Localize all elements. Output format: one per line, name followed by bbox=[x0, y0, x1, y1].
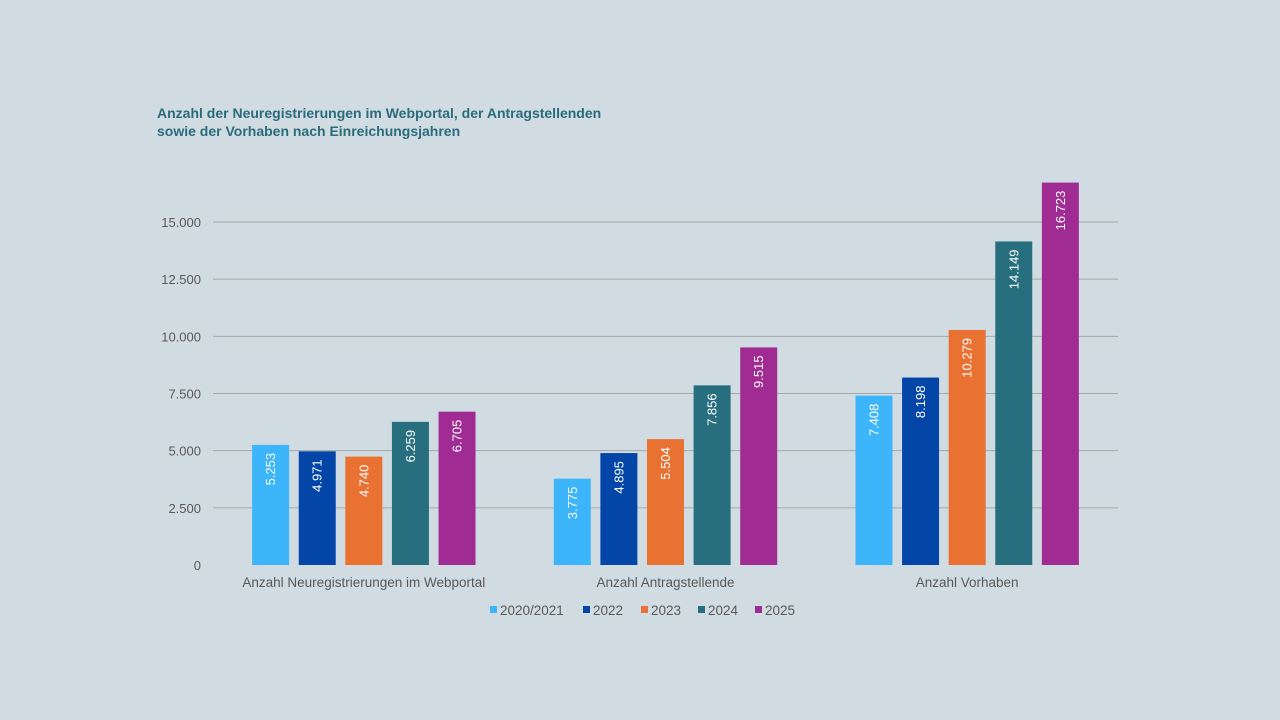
x-category-label: Anzahl Neuregistrierungen im Webportal bbox=[242, 575, 485, 590]
bar bbox=[252, 444, 290, 565]
y-tick-label: 10.000 bbox=[161, 329, 201, 344]
bar bbox=[948, 329, 986, 565]
bar bbox=[298, 451, 336, 565]
data-label: 6.259 bbox=[403, 430, 418, 463]
data-label: 7.856 bbox=[705, 393, 720, 426]
legend-label: 2022 bbox=[593, 603, 623, 618]
bar bbox=[902, 377, 940, 565]
data-label: 4.895 bbox=[611, 461, 626, 494]
data-label: 5.253 bbox=[263, 453, 278, 486]
data-label: 4.740 bbox=[356, 465, 371, 498]
chart-title-line-1: Anzahl der Neuregistrierungen im Webport… bbox=[157, 105, 602, 121]
legend-swatch bbox=[698, 606, 705, 613]
x-category-label: Anzahl Antragstellende bbox=[596, 575, 734, 590]
bar bbox=[345, 456, 383, 565]
bar bbox=[995, 241, 1033, 565]
y-tick-label: 5.000 bbox=[168, 444, 201, 459]
y-tick-label: 15.000 bbox=[161, 215, 201, 230]
y-tick-label: 7.500 bbox=[168, 387, 201, 402]
data-label: 6.705 bbox=[450, 420, 465, 453]
data-label: 7.408 bbox=[866, 404, 881, 437]
y-tick-label: 2.500 bbox=[168, 501, 201, 516]
legend-swatch bbox=[641, 606, 648, 613]
data-label: 4.971 bbox=[310, 459, 325, 492]
chart-title-line-2: sowie der Vorhaben nach Einreichungsjahr… bbox=[157, 123, 461, 139]
legend-label: 2020/2021 bbox=[500, 603, 564, 618]
bar bbox=[740, 347, 778, 565]
data-label: 3.775 bbox=[565, 487, 580, 520]
bar bbox=[600, 453, 638, 565]
bar bbox=[391, 421, 429, 565]
bar bbox=[693, 385, 731, 565]
legend-swatch bbox=[755, 606, 762, 613]
chart-title: Anzahl der Neuregistrierungen im Webport… bbox=[157, 104, 601, 140]
data-label: 10.279 bbox=[960, 338, 975, 378]
legend-label: 2025 bbox=[765, 603, 795, 618]
data-label: 16.723 bbox=[1053, 191, 1068, 231]
data-label: 9.515 bbox=[751, 355, 766, 388]
y-tick-label: 12.500 bbox=[161, 272, 201, 287]
bar bbox=[1041, 182, 1079, 565]
bar bbox=[855, 395, 893, 565]
legend-label: 2023 bbox=[651, 603, 681, 618]
data-label: 8.198 bbox=[913, 386, 928, 419]
legend-label: 2024 bbox=[708, 603, 739, 618]
bar bbox=[553, 478, 591, 565]
bar bbox=[438, 411, 476, 565]
bar bbox=[647, 439, 684, 565]
legend-swatch bbox=[583, 606, 590, 613]
x-category-label: Anzahl Vorhaben bbox=[916, 575, 1019, 590]
legend-swatch bbox=[490, 606, 497, 613]
data-label: 5.504 bbox=[658, 447, 673, 480]
data-label: 14.149 bbox=[1006, 249, 1021, 289]
y-tick-label: 0 bbox=[194, 558, 201, 573]
